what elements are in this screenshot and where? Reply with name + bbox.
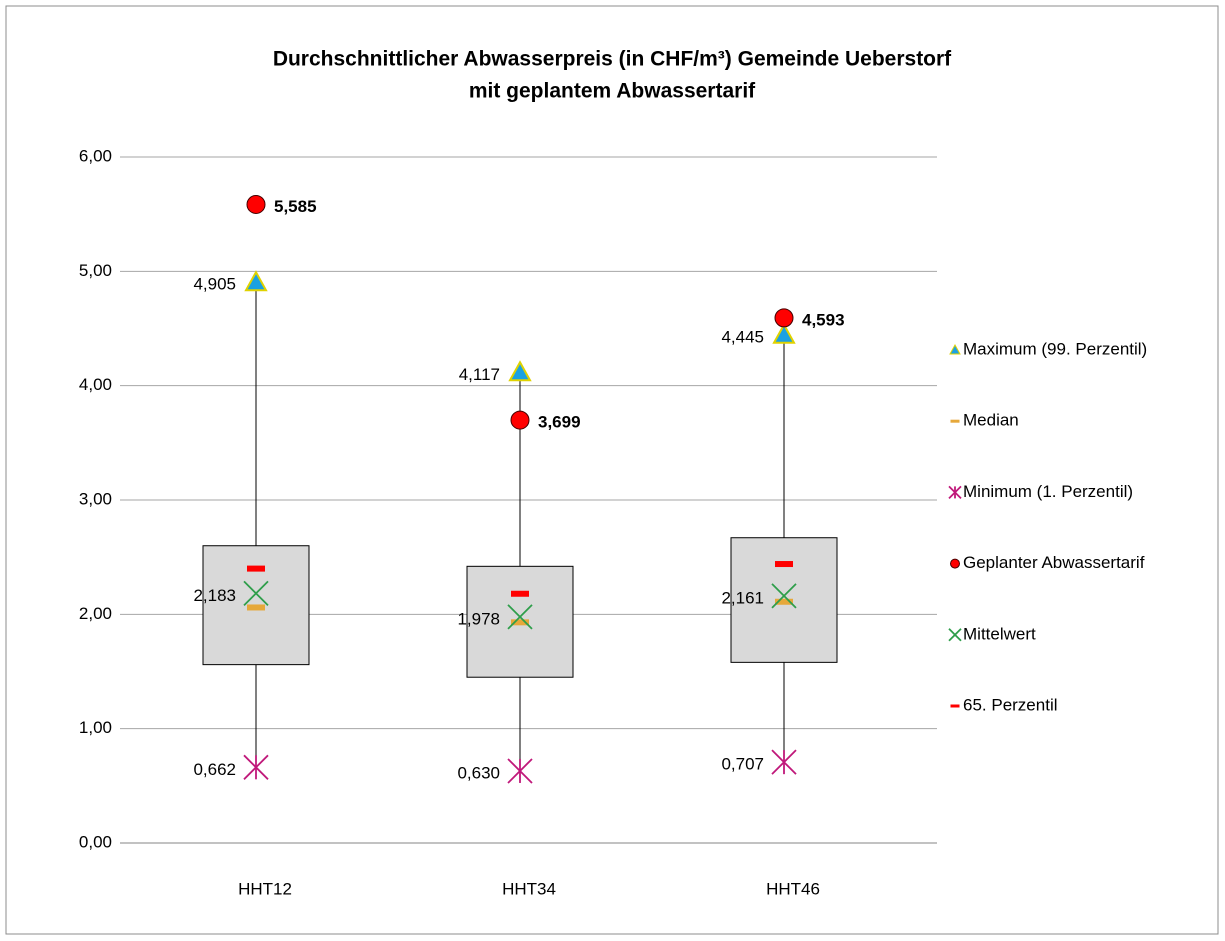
x-marker [507, 604, 533, 630]
star-marker [771, 749, 797, 775]
marker-stroke [507, 604, 533, 630]
x-tick-label: HHT12 [238, 879, 292, 898]
data-label: 5,585 [274, 197, 317, 216]
star-marker [507, 758, 533, 784]
star-marker [948, 485, 962, 500]
dash-marker [950, 704, 960, 708]
data-label: 1,978 [457, 609, 500, 628]
dash-marker [950, 419, 960, 423]
dash-marker [247, 565, 265, 572]
data-label: 3,699 [538, 413, 581, 432]
star-marker [243, 754, 269, 780]
y-tick-label: 3,00 [79, 489, 112, 508]
marker-stroke [771, 583, 797, 609]
legend-label: Maximum (99. Perzentil) [963, 339, 1147, 358]
marker-stroke [243, 580, 269, 607]
x-marker [243, 580, 269, 607]
legend-label: Median [963, 411, 1019, 430]
triangle-marker [244, 270, 268, 292]
y-tick-label: 1,00 [79, 718, 112, 737]
x-tick-label: HHT46 [766, 879, 820, 898]
data-label: 0,662 [193, 760, 236, 779]
dash-marker [247, 604, 265, 611]
data-label: 4,117 [459, 365, 500, 384]
data-label: 2,161 [721, 588, 764, 607]
circle-marker [774, 308, 794, 328]
circle-marker [510, 410, 530, 430]
x-tick-label: HHT34 [502, 879, 556, 898]
dash-marker [775, 598, 793, 605]
dash-marker [511, 590, 529, 597]
marker-stroke [948, 628, 962, 642]
y-tick-label: 6,00 [79, 146, 112, 165]
data-label: 4,905 [193, 275, 236, 294]
legend-label: Geplanter Abwassertarif [963, 553, 1145, 572]
y-tick-label: 4,00 [79, 375, 112, 394]
triangle-marker [772, 322, 796, 344]
data-label: 0,630 [457, 763, 500, 782]
x-marker [771, 583, 797, 609]
legend-label: Minimum (1. Perzentil) [963, 482, 1133, 501]
dash-marker [775, 561, 793, 568]
y-tick-label: 0,00 [79, 832, 112, 851]
triangle-marker [949, 343, 961, 355]
circle-marker [950, 558, 960, 569]
dash-marker [511, 619, 529, 626]
legend-label: Mittelwert [963, 624, 1036, 643]
box [202, 545, 310, 666]
data-label: 2,183 [193, 586, 236, 605]
data-label: 4,445 [721, 327, 764, 346]
chart-border [5, 5, 1219, 935]
legend-label: 65. Perzentil [963, 695, 1058, 714]
circle-marker [246, 194, 266, 214]
y-tick-label: 2,00 [79, 604, 112, 623]
triangle-marker [508, 360, 532, 382]
x-marker [948, 628, 962, 642]
chart-title: Durchschnittlicher Abwasserpreis (in CHF… [273, 48, 952, 71]
chart-title: mit geplantem Abwassertarif [469, 80, 756, 103]
data-label: 4,593 [802, 310, 845, 329]
y-tick-label: 5,00 [79, 261, 112, 280]
data-label: 0,707 [721, 755, 764, 774]
